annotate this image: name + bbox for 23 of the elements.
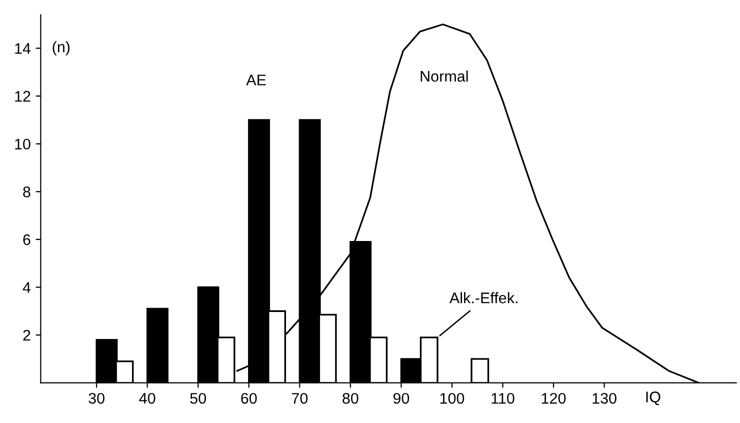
x-tick-label: 40	[139, 392, 156, 404]
x-tick-label: 70	[292, 392, 308, 404]
y-axis-title: (n)	[52, 41, 70, 56]
y-tick-label: 6	[23, 234, 30, 246]
y-tick-label: 4	[22, 282, 31, 293]
x-tick-label: 110	[492, 392, 514, 404]
x-axis-title: IQ	[646, 392, 660, 406]
x-tick-label: 30	[88, 392, 104, 404]
y-tick-label: 12	[15, 90, 30, 102]
x-tick-label: 80	[342, 392, 358, 404]
x-tick-label: 90	[393, 392, 410, 404]
x-tick-label: 50	[190, 392, 206, 404]
annotation: AE	[246, 74, 266, 86]
y-tick-label: 2	[23, 330, 30, 341]
y-tick-label: 8	[23, 186, 30, 198]
y-tick-label: 10	[15, 138, 30, 150]
x-tick-label: 120	[542, 392, 566, 404]
annotation: Alk.-Effek.	[449, 292, 518, 304]
x-tick-label: 130	[592, 392, 616, 404]
x-tick-label: 100	[440, 392, 464, 404]
x-tick-label: 60	[241, 392, 257, 404]
y-tick-label: 14	[15, 43, 31, 54]
annotation: Normal	[420, 70, 468, 82]
